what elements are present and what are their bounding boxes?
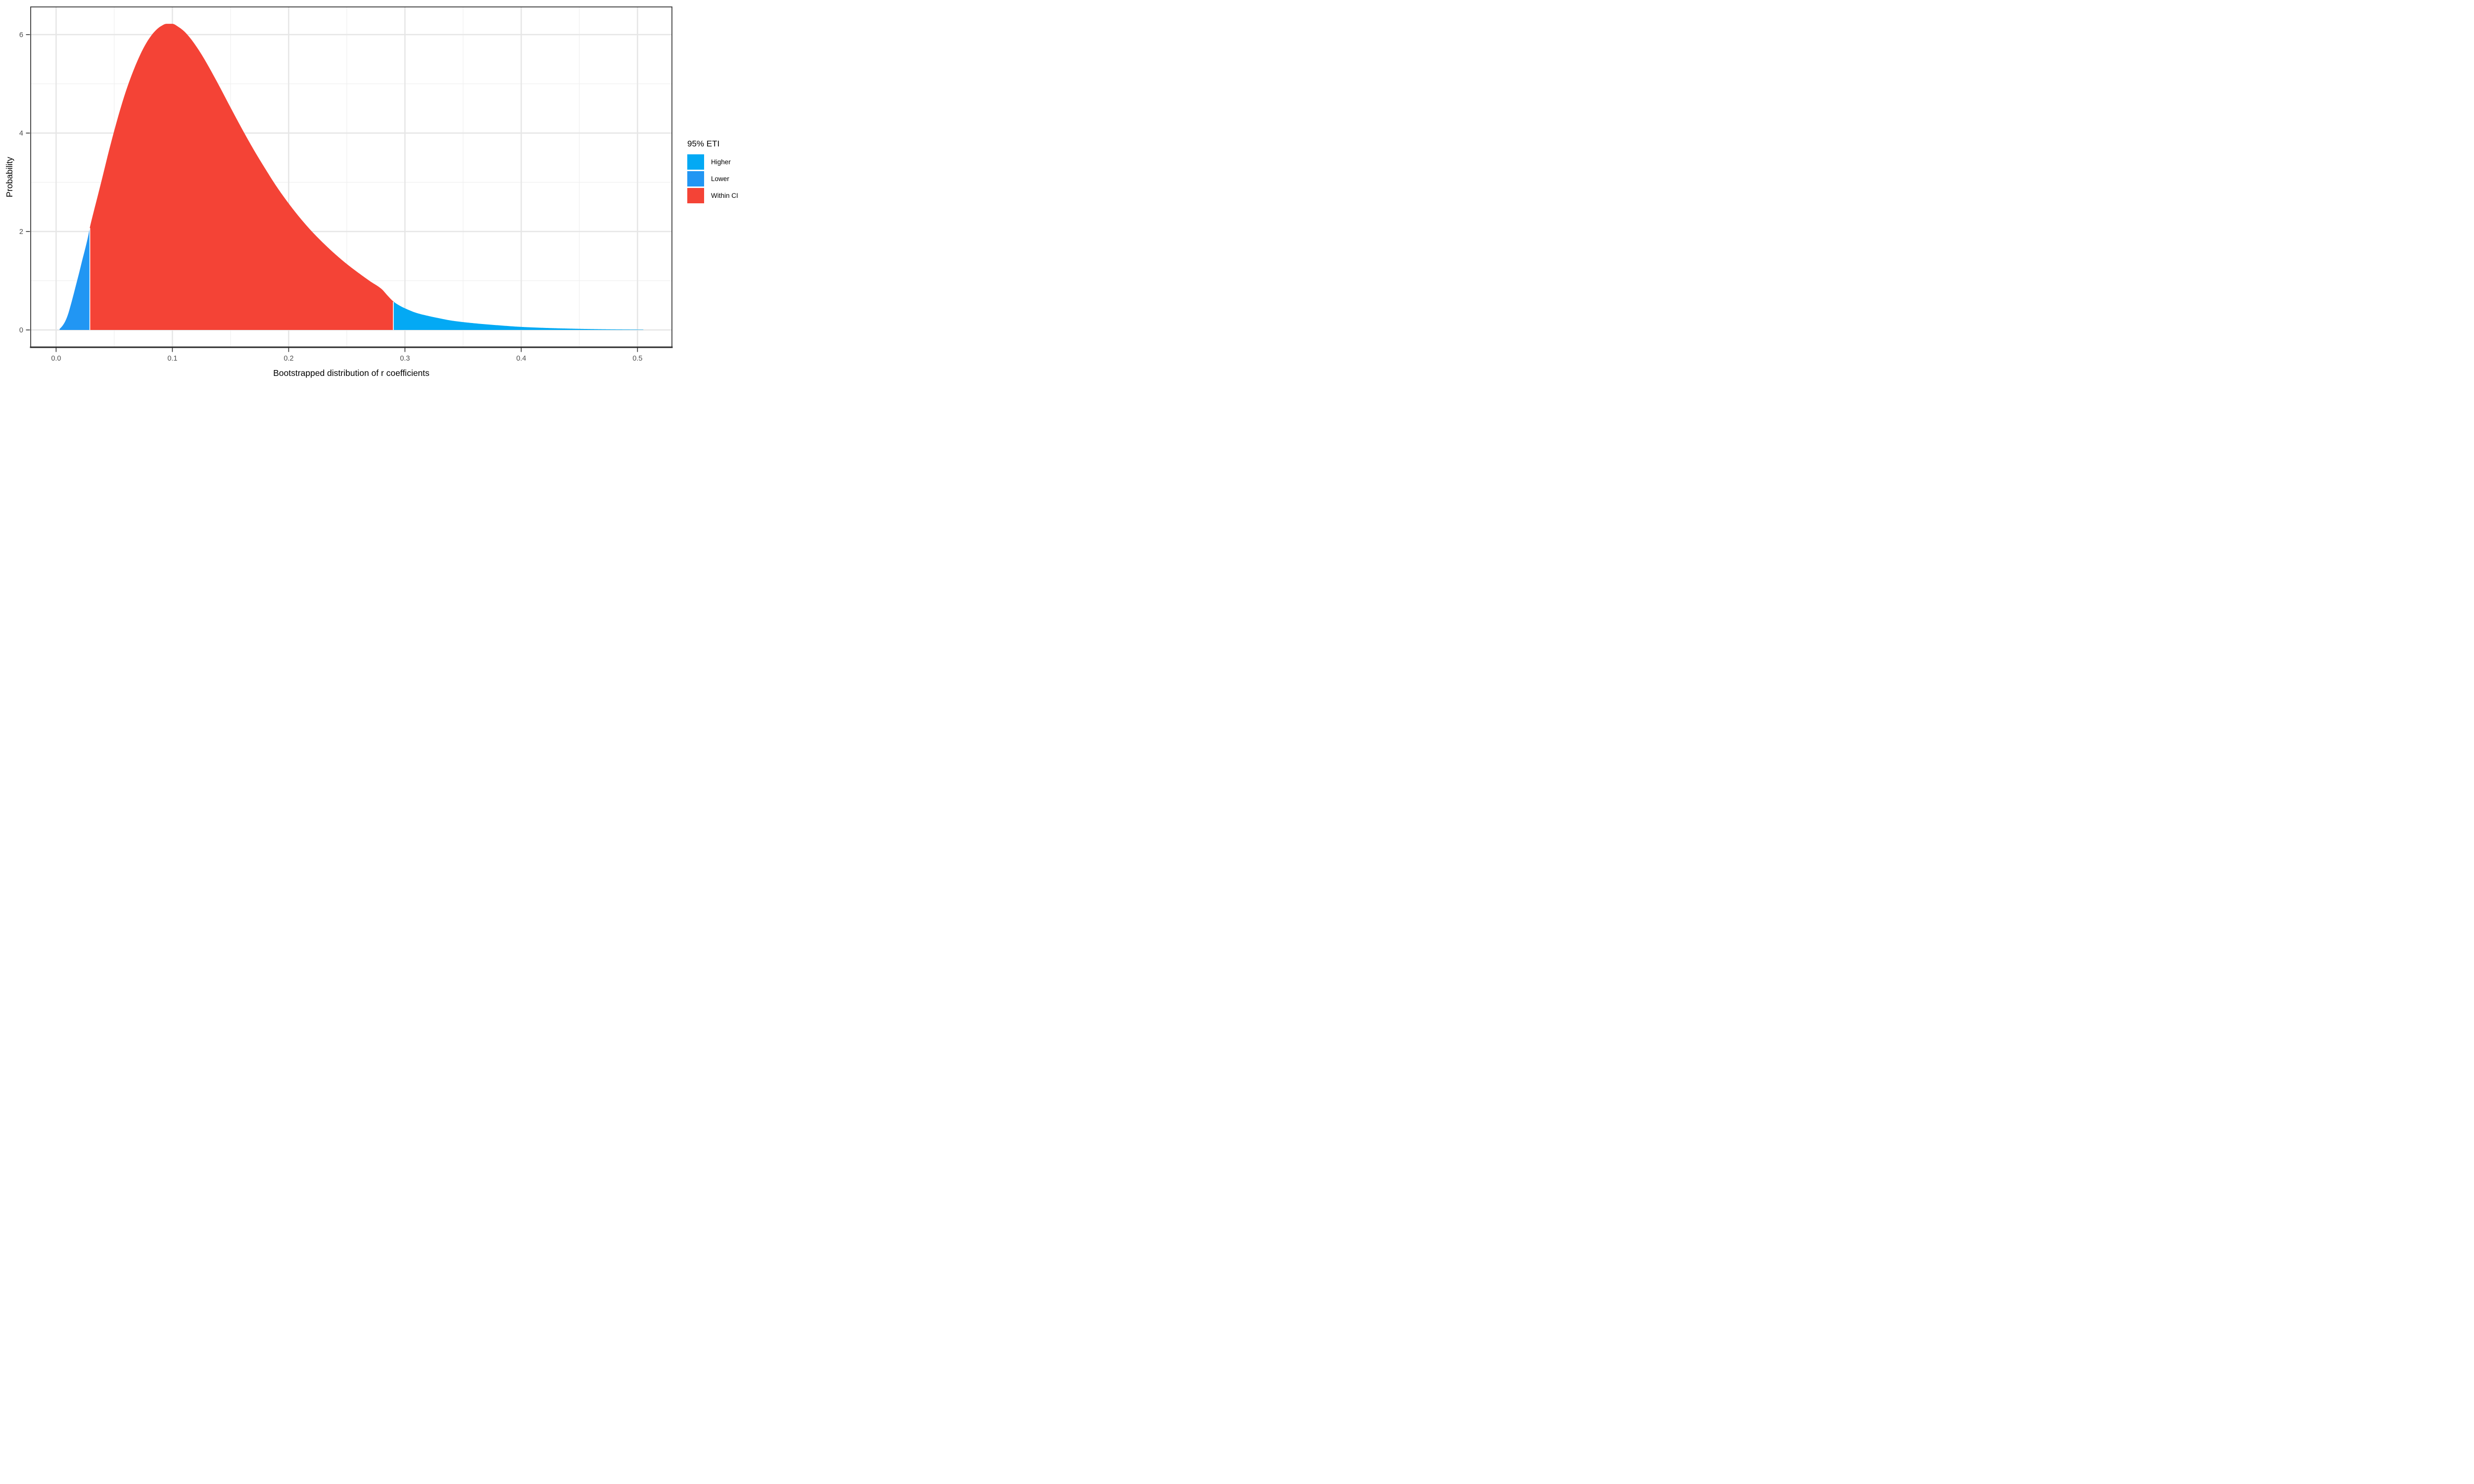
x-axis-tick-label: 0.2 [284, 355, 293, 363]
axis-ticks [26, 34, 638, 352]
legend-item-label: Within CI [711, 192, 738, 199]
axis-tick-labels: 0.0 0.1 0.2 0.3 0.4 0.5 0 2 4 6 [19, 31, 643, 363]
x-axis-tick-label: 0.5 [632, 355, 642, 363]
legend-item-within-ci: Within CI [687, 188, 738, 203]
legend-key-swatch [687, 154, 704, 170]
density-area-within-ci [90, 24, 393, 330]
x-axis-tick-label: 0.4 [516, 355, 526, 363]
y-axis-tick-label: 2 [19, 228, 23, 236]
x-axis-tick-label: 0.1 [167, 355, 177, 363]
legend-item-lower: Lower [687, 171, 738, 186]
y-axis-title: Probability [4, 157, 14, 197]
plot-svg: 0.0 0.1 0.2 0.3 0.4 0.5 0 2 4 6 Bootstrapped dist… [4, 6, 673, 378]
x-axis-tick-label: 0.3 [400, 355, 410, 363]
legend-item-higher: Higher [687, 154, 738, 170]
y-axis-tick-label: 0 [19, 326, 23, 334]
legend-item-label: Lower [711, 175, 729, 183]
legend-item-label: Higher [711, 158, 731, 166]
ci-boundary-separators [89, 228, 394, 330]
legend-key-swatch [687, 171, 704, 186]
x-axis-tick-label: 0.0 [51, 355, 61, 363]
legend: 95% ETI Higher Lower Within CI [687, 139, 738, 205]
legend-key-swatch [687, 188, 704, 203]
y-axis-tick-label: 6 [19, 31, 23, 39]
legend-title: 95% ETI [687, 139, 720, 148]
density-area-lower [59, 228, 90, 330]
legend-items: Higher Lower Within CI [687, 154, 738, 203]
y-axis-tick-label: 4 [19, 130, 23, 138]
density-areas [59, 24, 644, 330]
density-plot-figure: 0.0 0.1 0.2 0.3 0.4 0.5 0 2 4 6 Bootstrapped dist… [0, 0, 760, 380]
density-area-higher [393, 301, 644, 330]
x-axis-title: Bootstrapped distribution of r coefficie… [273, 368, 429, 378]
